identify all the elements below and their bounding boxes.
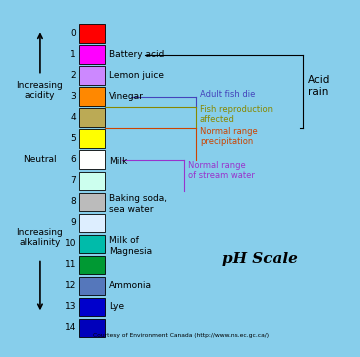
Text: Acid
rain: Acid rain	[308, 75, 330, 97]
Text: 11: 11	[64, 260, 76, 270]
Text: Vinegar: Vinegar	[109, 92, 144, 101]
Text: Increasing
acidity: Increasing acidity	[17, 81, 63, 100]
Text: 13: 13	[64, 302, 76, 311]
Text: 10: 10	[64, 239, 76, 248]
Bar	[80, 171, 105, 190]
Text: Milk: Milk	[109, 157, 128, 166]
Bar	[80, 87, 105, 106]
Text: 2: 2	[71, 71, 76, 80]
Bar	[80, 66, 105, 85]
Text: Normal range
precipitation: Normal range precipitation	[200, 127, 257, 146]
Text: Neutral: Neutral	[23, 155, 57, 164]
Text: 4: 4	[71, 113, 76, 122]
Text: Ammonia: Ammonia	[109, 281, 152, 291]
Text: 6: 6	[70, 155, 76, 164]
Text: Baking soda,
sea water: Baking soda, sea water	[109, 194, 167, 213]
Text: Courtesy of Environment Canada (http://www.ns.ec.gc.ca/): Courtesy of Environment Canada (http://w…	[93, 333, 269, 338]
Text: 7: 7	[70, 176, 76, 185]
Text: 9: 9	[70, 218, 76, 227]
Text: pH Scale: pH Scale	[222, 252, 298, 266]
Text: Milk of
Magnesia: Milk of Magnesia	[109, 236, 153, 256]
Bar	[80, 192, 105, 211]
Bar	[80, 298, 105, 316]
Text: 0: 0	[70, 29, 76, 38]
Text: 1: 1	[70, 50, 76, 59]
Text: 14: 14	[65, 323, 76, 332]
Text: 5: 5	[70, 134, 76, 143]
Bar	[80, 319, 105, 337]
Text: Adult fish die: Adult fish die	[200, 90, 255, 99]
Text: 3: 3	[70, 92, 76, 101]
Text: 8: 8	[70, 197, 76, 206]
Text: Battery acid: Battery acid	[109, 50, 165, 59]
Bar	[80, 277, 105, 295]
Bar	[80, 109, 105, 127]
Bar	[80, 150, 105, 169]
Text: Lemon juice: Lemon juice	[109, 71, 165, 80]
Text: Fish reproduction
affected: Fish reproduction affected	[200, 105, 273, 124]
Bar	[80, 45, 105, 64]
Text: Lye: Lye	[109, 302, 125, 311]
Text: Normal range
of stream water: Normal range of stream water	[188, 161, 255, 180]
Bar	[80, 256, 105, 274]
Text: Increasing
alkalinity: Increasing alkalinity	[17, 228, 63, 247]
Bar	[80, 130, 105, 148]
Text: 12: 12	[65, 281, 76, 291]
Bar	[80, 235, 105, 253]
Bar	[80, 213, 105, 232]
Bar	[80, 24, 105, 43]
